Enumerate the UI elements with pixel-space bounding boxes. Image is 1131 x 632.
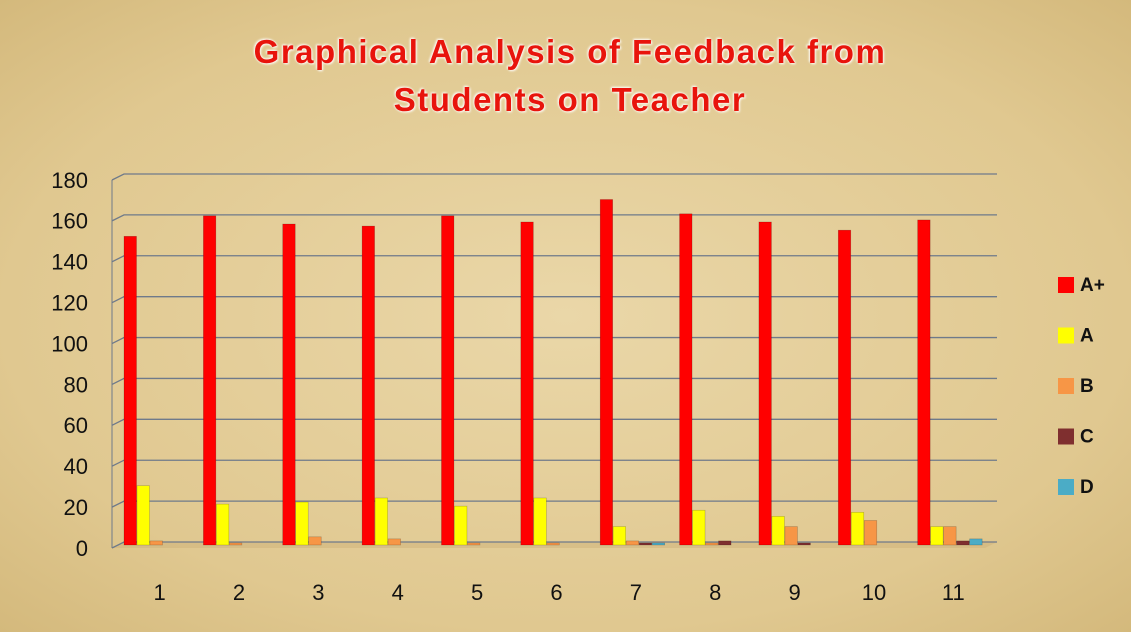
x-tick-label: 4: [392, 580, 404, 605]
bar: [969, 538, 983, 546]
y-tick-label: 60: [64, 413, 88, 438]
legend-swatch: [1058, 428, 1074, 445]
legend-label: C: [1080, 427, 1094, 448]
y-tick-label: 160: [51, 209, 88, 234]
x-tick-label: 6: [550, 580, 562, 605]
x-tick-label: 3: [312, 580, 324, 605]
bar: [599, 199, 613, 546]
y-tick-label: 100: [51, 331, 88, 356]
bar: [308, 536, 322, 546]
grid-line: [111, 418, 997, 426]
legend-swatch: [1058, 479, 1074, 495]
x-tick-label: 8: [709, 580, 721, 605]
bar: [758, 221, 772, 546]
bar: [784, 526, 798, 546]
bar: [374, 497, 388, 546]
grid-line: [111, 214, 997, 222]
x-tick-label: 2: [233, 580, 245, 605]
bar: [797, 542, 811, 546]
legend-label: A+: [1080, 275, 1105, 296]
grid-line: [111, 296, 997, 304]
bar: [123, 235, 137, 546]
bar: [956, 540, 970, 546]
grid-line: [111, 173, 997, 181]
bar: [718, 540, 732, 546]
legend-swatch: [1058, 327, 1074, 344]
bar: [850, 511, 865, 546]
grid-line: [111, 459, 997, 467]
chart-title: Graphical Analysis of Feedback from Stud…: [253, 33, 887, 118]
grid-line: [111, 500, 997, 508]
legend-swatch: [1058, 378, 1074, 394]
bar: [679, 213, 693, 546]
bar: [454, 505, 468, 546]
bar: [203, 215, 217, 546]
bar: [692, 509, 706, 546]
bar: [361, 225, 375, 546]
bar: [136, 485, 150, 546]
bar: [837, 229, 852, 546]
bar: [930, 526, 944, 546]
grid-line: [111, 336, 997, 345]
bar: [387, 538, 401, 546]
bar: [705, 542, 719, 546]
bar: [546, 542, 560, 546]
bar: [295, 501, 309, 546]
y-tick-label: 120: [51, 290, 88, 315]
bar: [943, 526, 957, 546]
bar: [625, 540, 639, 546]
x-tick-label: 1: [154, 580, 166, 605]
x-tick-label: 9: [788, 580, 800, 605]
bar: [149, 540, 163, 546]
bar: [441, 215, 455, 546]
legend-label: B: [1080, 376, 1094, 397]
y-tick-label: 140: [51, 250, 88, 275]
bar: [917, 219, 931, 546]
bar: [282, 223, 296, 546]
y-tick-label: 180: [51, 168, 88, 193]
y-tick-label: 20: [64, 495, 88, 520]
bar: [651, 542, 665, 546]
bar: [520, 221, 534, 546]
legend-label: D: [1080, 477, 1094, 498]
bar: [229, 542, 243, 546]
x-tick-label: 11: [942, 580, 965, 605]
x-tick-label: 7: [630, 580, 642, 605]
bar: [638, 542, 652, 546]
bar: [533, 497, 547, 546]
legend-swatch: [1058, 277, 1074, 293]
bar: [863, 520, 878, 546]
bar: [216, 503, 230, 546]
bar: [467, 542, 481, 546]
bar: [771, 516, 785, 546]
y-tick-label: 80: [64, 372, 88, 397]
y-tick-label: 0: [76, 536, 88, 561]
grid-line: [111, 377, 997, 386]
grid-line: [111, 255, 997, 263]
x-tick-label: 10: [862, 580, 886, 605]
bar: [612, 526, 626, 546]
x-tick-label: 5: [471, 580, 483, 605]
y-tick-label: 40: [64, 454, 88, 479]
legend-label: A: [1080, 326, 1094, 347]
